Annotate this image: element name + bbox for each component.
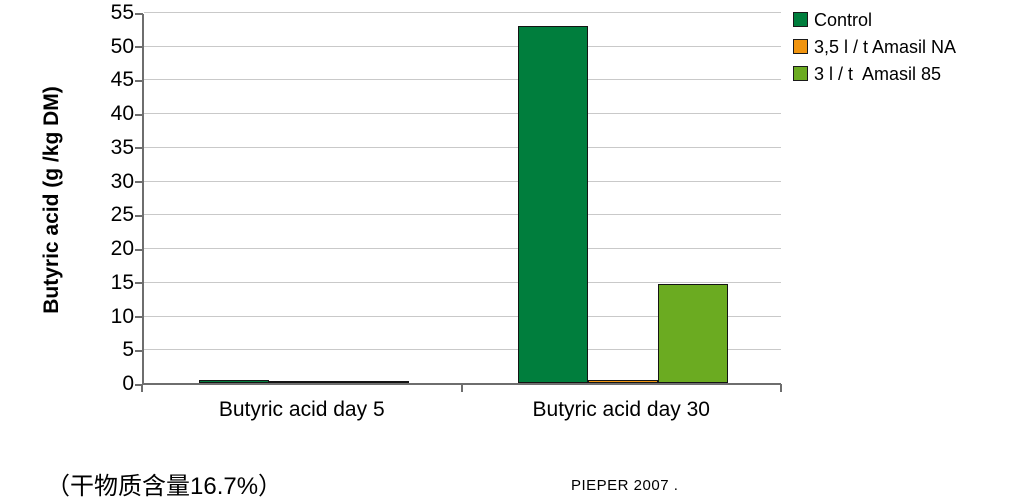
y-tick-mark-45: [135, 79, 143, 82]
legend-item-3-l-t-amasil-85: 3 l / t Amasil 85: [793, 63, 956, 84]
y-axis-title: Butyric acid (g /kg DM): [40, 86, 63, 314]
legend-swatch-icon: [793, 12, 808, 27]
gridline-30: [144, 180, 781, 182]
gridline-10: [144, 315, 781, 317]
gridline-15: [144, 281, 781, 283]
gridline-5: [144, 349, 781, 351]
gridline-20: [144, 248, 781, 250]
bar-3-l-t-amasil-85-butyric-acid-day-5: [338, 381, 409, 383]
legend-swatch-icon: [793, 66, 808, 81]
gridline-40: [144, 113, 781, 115]
footnote-dm-content: （干物质含量16.7%）: [46, 473, 283, 500]
y-tick-label-5: 5: [122, 338, 134, 362]
y-tick-label-0: 0: [122, 372, 134, 395]
y-tick-label-40: 40: [110, 102, 134, 126]
y-tick-mark-30: [135, 181, 143, 184]
gridline-25: [144, 214, 781, 216]
y-tick-label-20: 20: [110, 237, 134, 261]
gridline-45: [144, 79, 781, 81]
plot-area: [142, 12, 781, 385]
y-tick-label-30: 30: [110, 169, 134, 193]
legend-label: 3,5 l / t Amasil NA: [814, 36, 957, 57]
y-tick-mark-35: [135, 147, 143, 150]
y-tick-label-25: 25: [110, 203, 134, 227]
x-tick-mark-1: [460, 384, 463, 392]
y-tick-label-45: 45: [110, 68, 134, 92]
y-tick-mark-0: [135, 383, 143, 386]
x-tick-mark-2: [780, 384, 782, 392]
legend-item-control: Control: [793, 9, 956, 30]
y-tick-mark-10: [135, 316, 143, 319]
footnote-source: PIEPER 2007 .: [571, 477, 679, 494]
x-category-label-butyric-acid-day-5: Butyric acid day 5: [218, 398, 385, 421]
gridline-50: [144, 45, 781, 47]
bar-control-butyric-acid-day-5: [198, 379, 269, 383]
y-tick-mark-15: [135, 282, 143, 285]
legend-item-3-5-l-t-amasil-na: 3,5 l / t Amasil NA: [793, 36, 956, 57]
y-tick-label-55: 55: [110, 1, 134, 24]
bar-3-5-l-t-amasil-na-butyric-acid-day-30: [588, 380, 659, 383]
y-tick-mark-40: [135, 113, 143, 116]
x-category-label-butyric-acid-day-30: Butyric acid day 30: [532, 398, 710, 421]
legend: Control 3,5 l / t Amasil NA 3 l / t Amasil…: [793, 9, 956, 90]
y-tick-mark-50: [135, 46, 143, 49]
gridline-55: [144, 12, 781, 13]
y-tick-label-10: 10: [110, 304, 134, 328]
bar-3-l-t-amasil-85-butyric-acid-day-30: [658, 283, 729, 383]
legend-label: Control: [814, 9, 873, 30]
bar-3-5-l-t-amasil-na-butyric-acid-day-5: [268, 381, 339, 383]
y-tick-label-35: 35: [110, 135, 134, 159]
y-tick-label-15: 15: [110, 270, 134, 294]
legend-swatch-icon: [793, 39, 808, 54]
bar-control-butyric-acid-day-30: [518, 25, 589, 383]
gridline-35: [144, 146, 781, 148]
legend-label: 3 l / t Amasil 85: [814, 63, 942, 84]
y-tick-mark-55: [135, 12, 143, 15]
y-tick-mark-20: [135, 248, 143, 251]
y-tick-label-50: 50: [110, 34, 134, 58]
x-tick-mark-0: [141, 384, 143, 392]
y-tick-mark-5: [135, 349, 143, 352]
y-tick-mark-25: [135, 214, 143, 217]
